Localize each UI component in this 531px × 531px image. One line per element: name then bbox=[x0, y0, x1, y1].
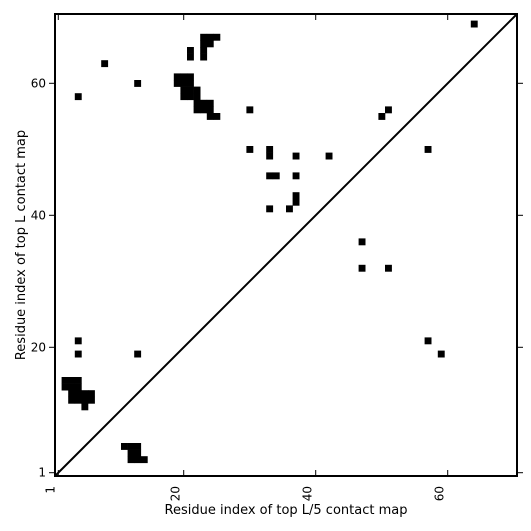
contact-cell bbox=[193, 99, 201, 107]
plot-frame bbox=[54, 13, 518, 477]
contact-cell bbox=[180, 86, 188, 94]
contact-cell bbox=[74, 350, 82, 358]
contact-cell bbox=[193, 106, 201, 114]
contact-cell bbox=[385, 106, 392, 114]
contact-cell bbox=[74, 390, 82, 398]
contact-cell bbox=[187, 80, 194, 87]
contact-cell bbox=[358, 238, 366, 246]
contact-cell bbox=[213, 33, 221, 41]
contact-cell bbox=[74, 377, 82, 384]
contact-cell bbox=[88, 390, 95, 398]
contact-cell bbox=[292, 172, 300, 180]
contact-cell bbox=[206, 113, 214, 120]
contact-cell bbox=[266, 172, 274, 180]
x-axis-ticks: 1 20 40 60 bbox=[43, 14, 449, 501]
contact-cell bbox=[173, 80, 181, 87]
contact-cell bbox=[187, 53, 194, 61]
contact-cell bbox=[187, 93, 194, 101]
contact-cell bbox=[193, 86, 201, 94]
contact-cell bbox=[292, 152, 300, 160]
y-tick-label: 40 bbox=[31, 208, 46, 222]
contact-cell bbox=[68, 390, 76, 398]
contact-cell bbox=[74, 396, 82, 404]
contact-cell bbox=[200, 106, 208, 114]
contact-cell bbox=[378, 113, 386, 120]
contact-cell bbox=[200, 99, 208, 107]
contact-cell bbox=[246, 146, 254, 153]
contact-cell bbox=[187, 73, 194, 81]
x-tick-label: 1 bbox=[43, 486, 57, 494]
contact-cell bbox=[200, 33, 208, 41]
x-tick-label: 40 bbox=[301, 486, 315, 501]
x-tick-label: 60 bbox=[433, 486, 447, 501]
contact-cell bbox=[134, 443, 142, 450]
contact-cell bbox=[358, 264, 366, 272]
contact-cell bbox=[81, 403, 89, 411]
y-tick-label: 60 bbox=[31, 76, 46, 90]
contact-cell bbox=[127, 443, 135, 450]
contact-cell bbox=[134, 456, 142, 464]
y-axis-label: Residue index of top L contact map bbox=[14, 130, 29, 360]
contact-cell bbox=[173, 73, 181, 81]
contact-cell bbox=[180, 80, 188, 87]
contact-cell bbox=[213, 113, 221, 120]
contact-cell bbox=[81, 396, 89, 404]
contact-cell bbox=[61, 383, 69, 391]
contact-cell bbox=[206, 33, 214, 41]
x-axis-label: Residue index of top L/5 contact map bbox=[165, 503, 408, 518]
contact-cell bbox=[206, 40, 214, 48]
contact-cell bbox=[266, 205, 274, 213]
contact-cell bbox=[385, 264, 392, 272]
contact-cell bbox=[193, 93, 201, 101]
contact-cell bbox=[266, 152, 274, 160]
contact-cell bbox=[180, 93, 188, 101]
contact-cell bbox=[74, 383, 82, 391]
contact-cell bbox=[134, 449, 142, 457]
contact-cell bbox=[180, 73, 188, 81]
contact-cell bbox=[187, 47, 194, 54]
contact-cell bbox=[200, 40, 208, 48]
contact-cell bbox=[127, 449, 135, 457]
contact-cell bbox=[187, 86, 194, 94]
contact-cell bbox=[437, 350, 445, 358]
contact-cell bbox=[81, 390, 89, 398]
contact-cell bbox=[134, 80, 142, 87]
contact-cell bbox=[134, 350, 142, 358]
contact-cell bbox=[286, 205, 293, 213]
contact-cell bbox=[61, 377, 69, 384]
contact-cell bbox=[68, 396, 76, 404]
contact-cell bbox=[140, 456, 148, 464]
contact-cell bbox=[292, 192, 300, 200]
contact-cell bbox=[74, 337, 82, 345]
contact-cell bbox=[292, 198, 300, 206]
contact-cell bbox=[121, 443, 128, 450]
contact-cell bbox=[424, 337, 432, 345]
contact-cell bbox=[101, 60, 109, 68]
contact-cell bbox=[246, 106, 254, 114]
contact-cell bbox=[206, 99, 214, 107]
contact-cells bbox=[61, 20, 478, 464]
contact-cell bbox=[68, 383, 76, 391]
contact-cell bbox=[88, 396, 95, 404]
y-axis-ticks: 1 20 40 60 bbox=[31, 76, 523, 480]
contact-cell bbox=[272, 172, 280, 180]
y-tick-label: 20 bbox=[31, 340, 46, 354]
contact-cell bbox=[266, 146, 274, 153]
contact-cell bbox=[424, 146, 432, 153]
x-tick-label: 20 bbox=[169, 486, 183, 501]
contact-cell bbox=[68, 377, 76, 384]
contact-cell bbox=[200, 53, 208, 61]
contact-cell bbox=[470, 20, 478, 28]
contact-cell bbox=[325, 152, 333, 160]
contact-cell bbox=[74, 93, 82, 101]
y-tick-label: 1 bbox=[38, 466, 46, 480]
contact-cell bbox=[200, 47, 208, 54]
contact-cell bbox=[127, 456, 135, 464]
diagonal-line bbox=[54, 13, 518, 477]
contact-cell bbox=[206, 106, 214, 114]
